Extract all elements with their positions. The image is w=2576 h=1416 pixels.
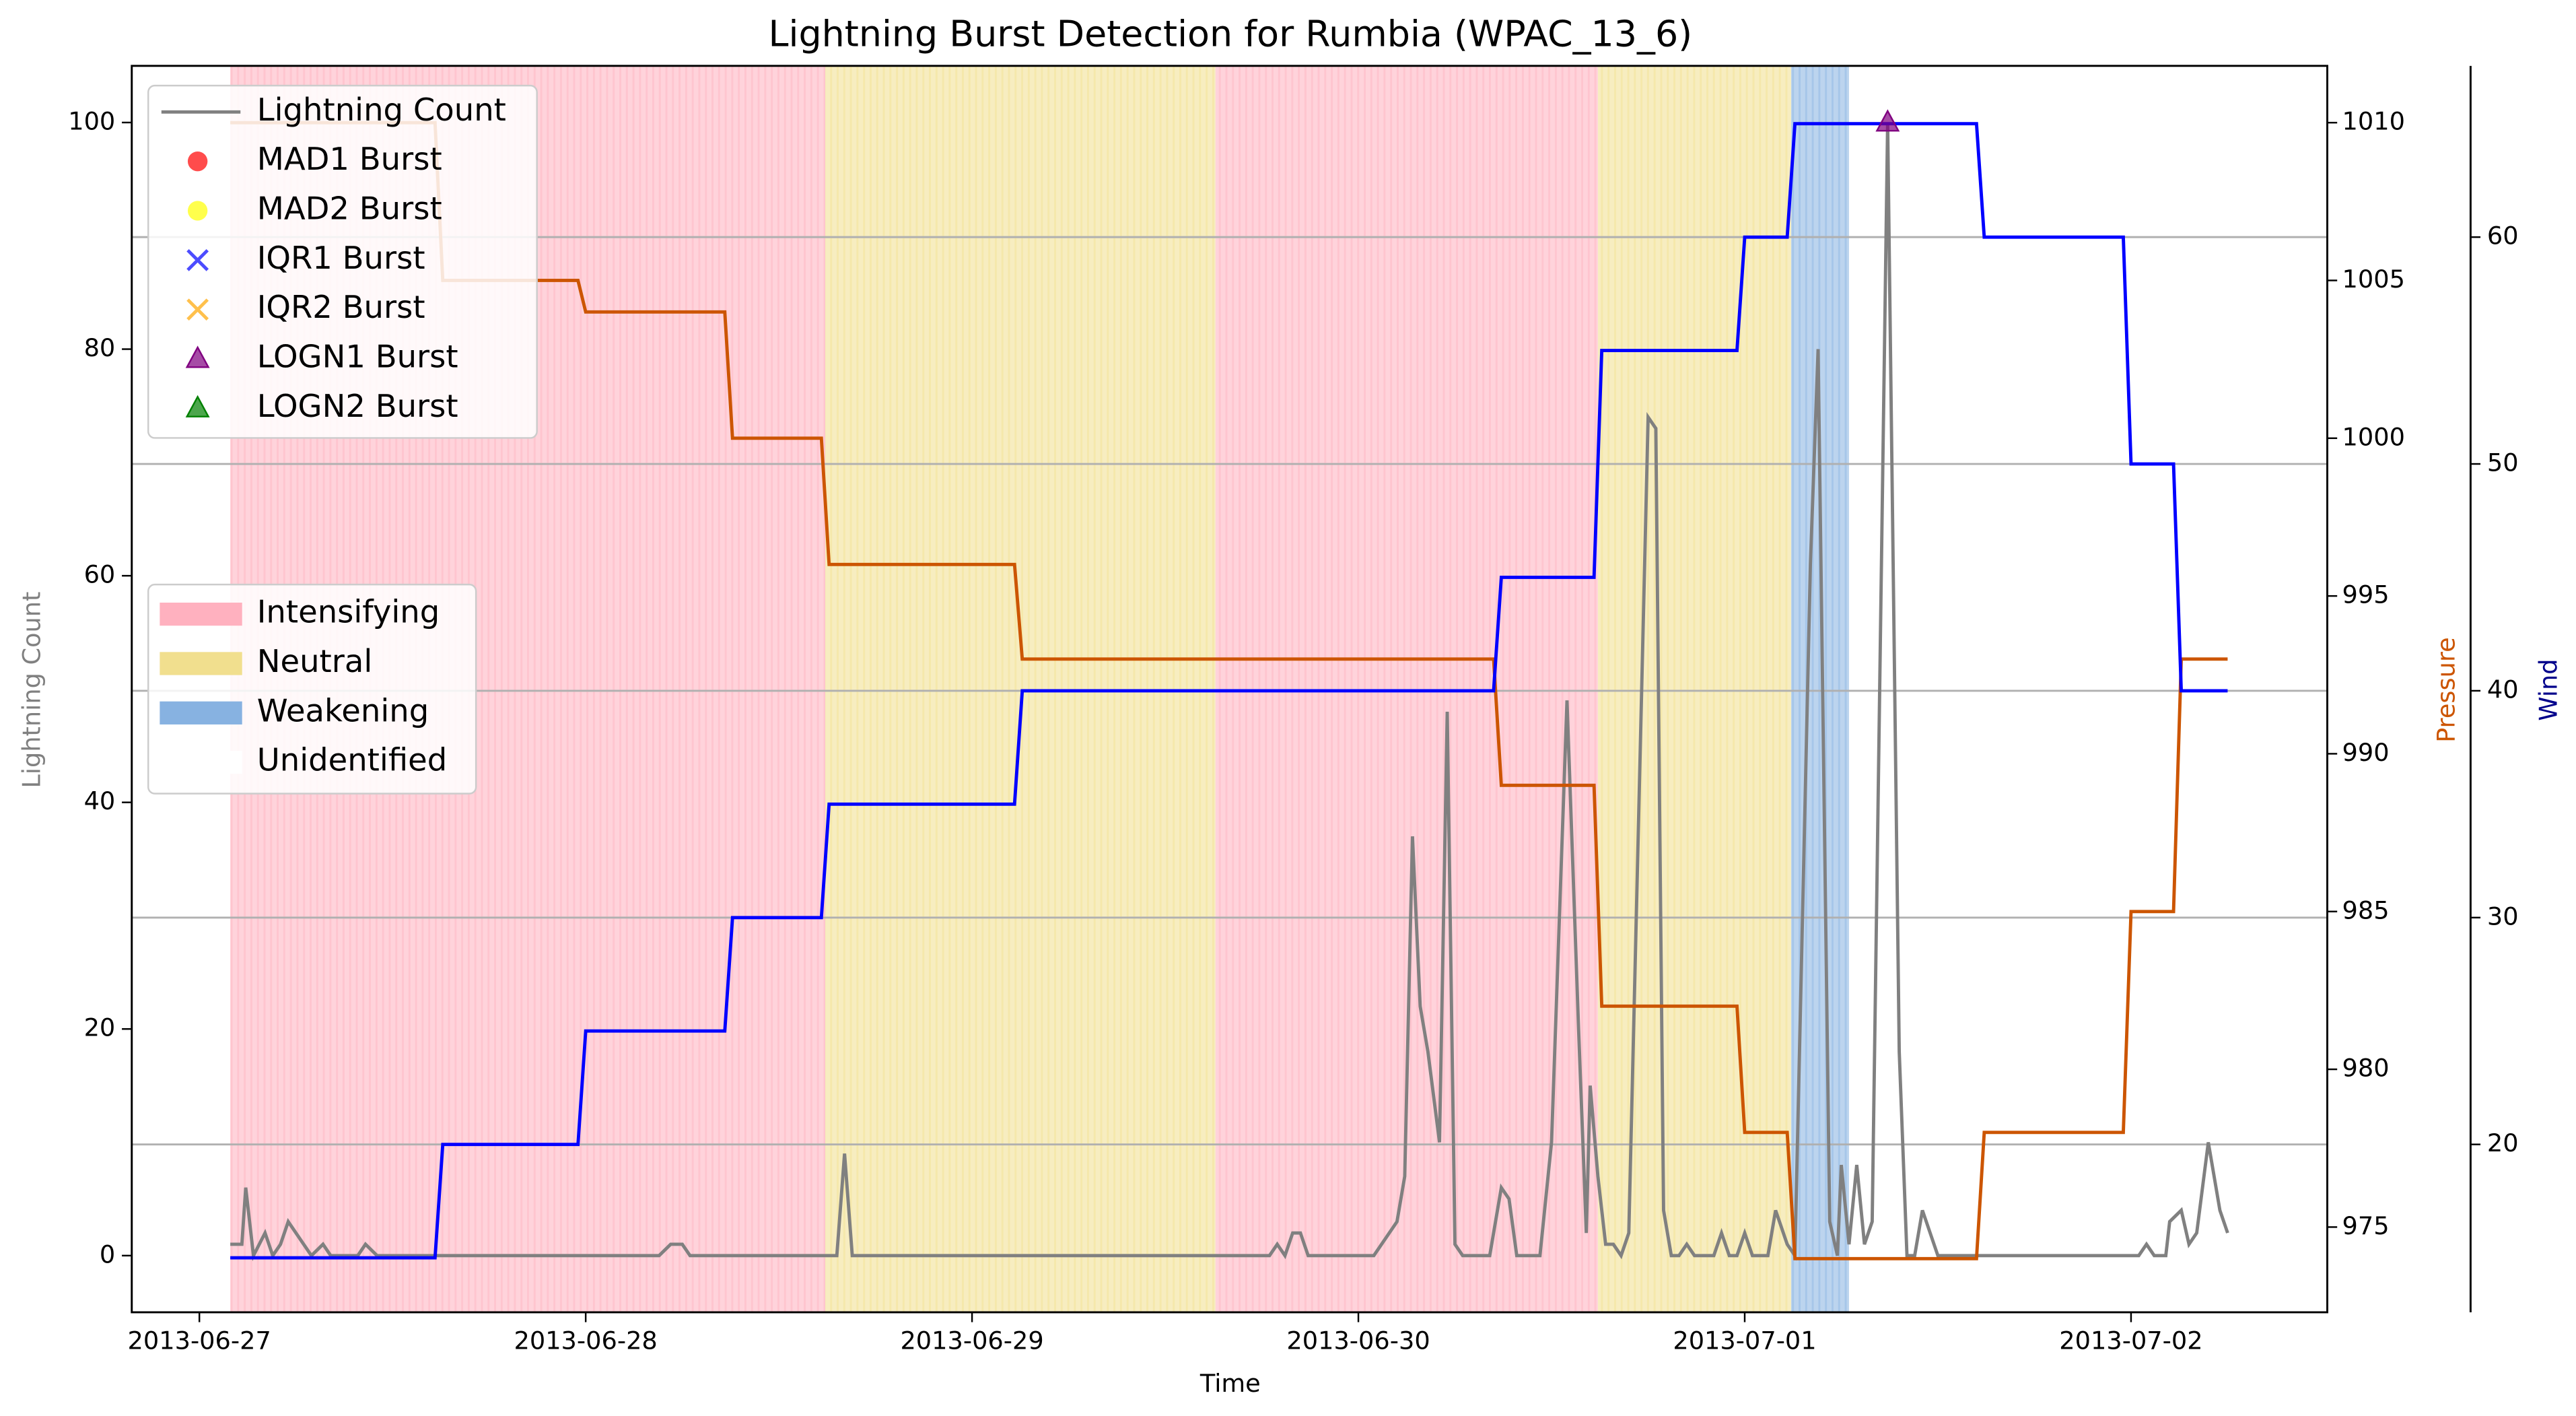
legend-marker [187, 151, 208, 172]
chart-title: Lightning Burst Detection for Rumbia (WP… [769, 12, 1693, 55]
legend-marker [186, 298, 209, 321]
y-tick-label: 60 [84, 560, 116, 589]
y3-tick-label: 30 [2487, 902, 2519, 931]
legend-label: LOGN1 Burst [257, 339, 458, 375]
legend-label: Intensifying [257, 594, 440, 630]
x-tick-label: 2013-07-02 [2059, 1326, 2202, 1355]
legend-label: IQR1 Burst [257, 240, 425, 276]
y-axis-label: Lightning Count [17, 592, 46, 788]
y-tick-label: 40 [84, 786, 116, 815]
y2-tick-label: 985 [2342, 896, 2390, 924]
legend-label: Lightning Count [257, 92, 506, 128]
legend-label: LOGN2 Burst [257, 388, 458, 424]
y2-tick-label: 990 [2342, 738, 2390, 767]
legend-label: Neutral [257, 643, 373, 679]
plot-layer [230, 109, 2229, 1262]
x-tick-label: 2013-07-01 [1673, 1326, 1816, 1355]
legend-label: Weakening [257, 692, 429, 729]
x-axis-label: Time [1199, 1369, 1261, 1398]
burst-marker [1875, 109, 1900, 132]
legend-marker [185, 345, 210, 368]
phase-legend: Intensifying Neutral Weakening Unidentified [147, 583, 477, 795]
legend-label: IQR2 Burst [257, 289, 425, 325]
x-tick-label: 2013-06-27 [128, 1326, 271, 1355]
y3-axis-label: Wind [2534, 659, 2563, 721]
y2-tick-label: 980 [2342, 1054, 2390, 1083]
y2-tick-label: 1000 [2342, 422, 2405, 451]
legend-marker [187, 201, 208, 221]
y3-tick-label: 20 [2487, 1128, 2519, 1157]
legend-patch [160, 652, 242, 675]
y2-tick-label: 1010 [2342, 107, 2405, 136]
x-tick-label: 2013-06-29 [900, 1326, 1043, 1355]
y3-tick-label: 40 [2487, 675, 2519, 704]
y-tick-label: 20 [84, 1013, 116, 1042]
x-tick-label: 2013-06-30 [1286, 1326, 1430, 1355]
phase-span [825, 65, 1216, 1312]
y2-tick-label: 1005 [2342, 265, 2405, 294]
plot-frame [131, 65, 2328, 1314]
y3-tick-label: 60 [2487, 222, 2519, 250]
y3-tick-label: 50 [2487, 448, 2519, 477]
y2-tick-label: 975 [2342, 1211, 2390, 1240]
y2-axis-label: Pressure [2432, 637, 2461, 743]
series-line [230, 122, 2228, 1260]
y-tick-label: 0 [100, 1240, 115, 1269]
legend: Lightning Count MAD1 Burst MAD2 Burst IQR1 … [147, 84, 538, 439]
legend-label: Unidentified [257, 742, 447, 778]
series-line [230, 121, 2228, 1260]
legend-label: MAD2 Burst [257, 191, 442, 227]
legend-patch [160, 602, 242, 626]
legend-box [147, 84, 538, 439]
y2-tick-label: 995 [2342, 580, 2390, 609]
x-tick-label: 2013-06-28 [514, 1326, 658, 1355]
legend-box [147, 583, 477, 795]
legend-marker [186, 248, 209, 271]
y-tick-label: 100 [68, 106, 115, 135]
phase-span [1597, 65, 1791, 1312]
legend-label: MAD1 Burst [257, 141, 442, 177]
legend-patch [160, 751, 242, 774]
legend-marker [185, 395, 210, 417]
y-tick-label: 80 [84, 333, 116, 362]
phase-span [1790, 65, 1849, 1312]
legend-patch [160, 701, 242, 724]
series-line [230, 122, 2229, 1262]
